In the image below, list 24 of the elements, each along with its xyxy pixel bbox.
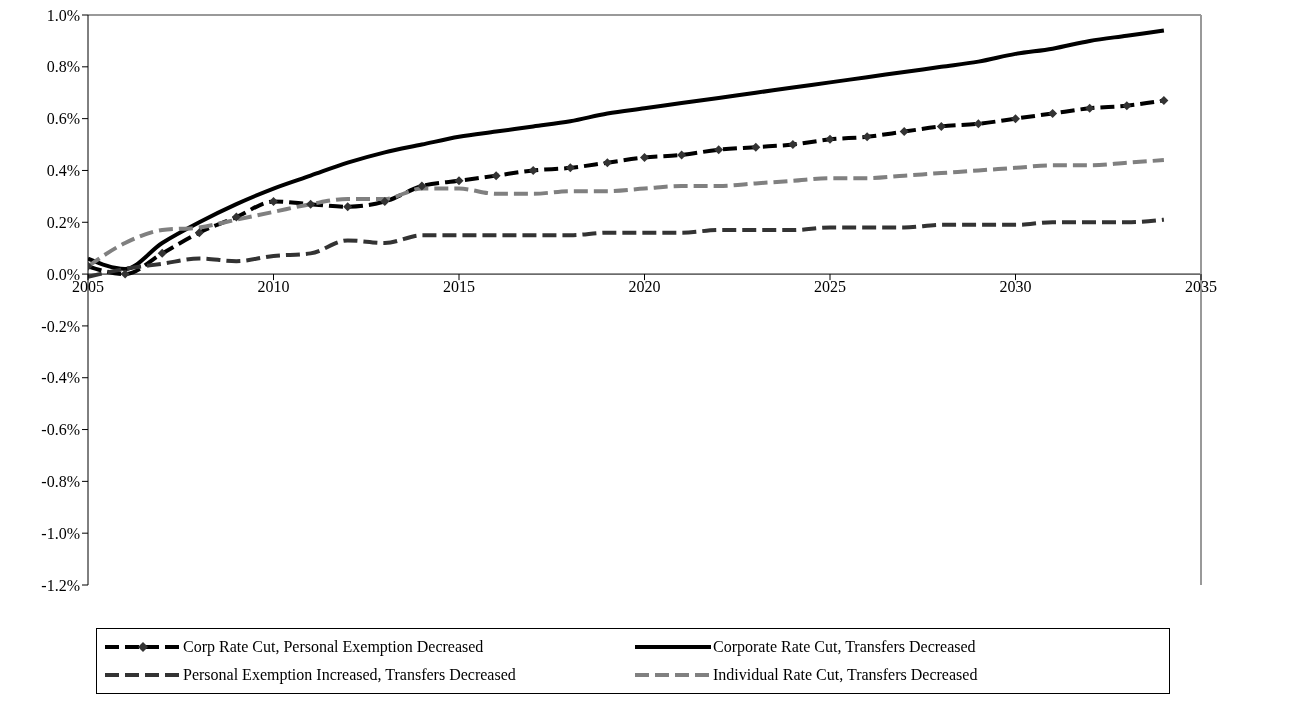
legend-label: Individual Rate Cut, Transfers Decreased [713,666,978,684]
y-tick-label: -1.0% [41,524,80,542]
y-tick-label: 0.4% [46,162,80,180]
y-tick-label: 1.0% [46,6,80,24]
y-tick-label: -1.2% [41,576,80,594]
legend-label: Personal Exemption Increased, Transfers Decreased [183,666,516,684]
legend-label: Corporate Rate Cut, Transfers Decreased [713,638,976,656]
line-series [88,217,1166,279]
y-tick-label: 0.6% [46,110,80,128]
x-tick-label: 2035 [1185,278,1217,296]
y-tick-label: -0.2% [41,317,80,335]
y-tick-label: -0.6% [41,421,80,439]
x-tick-label: 2010 [257,278,290,296]
legend-label: Corp Rate Cut, Personal Exemption Decreased [183,638,484,656]
y-tick-label: 0.8% [46,58,80,76]
x-tick-label: 2030 [999,278,1032,296]
y-tick-label: 0.0% [46,265,80,283]
x-tick-label: 2015 [443,278,475,296]
x-tick-label: 2020 [628,278,661,296]
line-series [88,158,1166,269]
y-tick-label: -0.8% [41,473,80,491]
y-tick-label: -0.4% [41,369,80,387]
y-tick-label: 0.2% [46,213,80,231]
x-tick-label: 2025 [814,278,846,296]
